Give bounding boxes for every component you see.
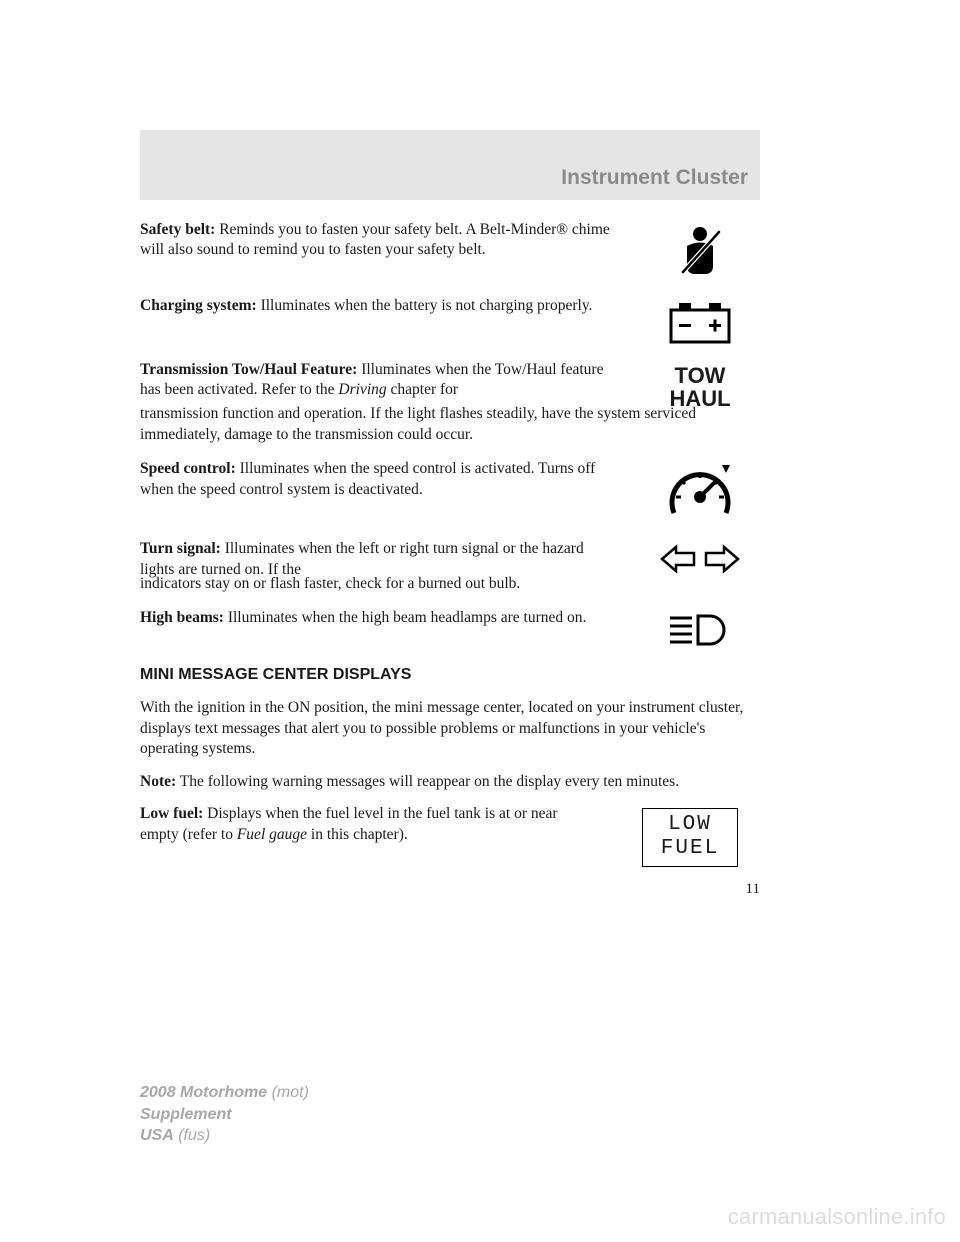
item-label: Speed control: bbox=[140, 460, 236, 477]
lowfuel-italic: Fuel gauge bbox=[237, 826, 307, 843]
footer-model: 2008 Motorhome bbox=[140, 1084, 267, 1101]
lowfuel-post: in this chapter). bbox=[307, 826, 408, 843]
item-speed-control: Speed control: Illuminates when the spee… bbox=[140, 459, 760, 525]
tow-haul-icon: TOW HAUL bbox=[640, 360, 760, 410]
footer-region-code: (fus) bbox=[174, 1127, 210, 1144]
tow-text: TOW bbox=[669, 364, 730, 387]
page-number: 11 bbox=[140, 881, 760, 898]
item-text: Speed control: Illuminates when the spee… bbox=[140, 459, 640, 500]
page-content: Instrument Cluster Safety belt: Reminds … bbox=[140, 130, 760, 898]
item-text: Low fuel: Displays when the fuel level i… bbox=[140, 804, 620, 845]
item-label: Turn signal: bbox=[140, 540, 221, 557]
item-label: Transmission Tow/Haul Feature: bbox=[140, 361, 357, 378]
item-body: Illuminates when the high beam headlamps… bbox=[228, 609, 587, 626]
speed-control-icon bbox=[640, 459, 760, 525]
section2-para1: With the ignition in the ON position, th… bbox=[140, 698, 760, 759]
note-text: The following warning messages will reap… bbox=[180, 773, 679, 790]
item-text: Safety belt: Reminds you to fasten your … bbox=[140, 220, 640, 261]
footer: 2008 Motorhome (mot) Supplement USA (fus… bbox=[140, 1082, 309, 1147]
footer-supplement: Supplement bbox=[140, 1106, 232, 1123]
item-after-text: indicators stay on or flash faster, chec… bbox=[140, 574, 760, 594]
section-heading: MINI MESSAGE CENTER DISPLAYS bbox=[140, 666, 760, 684]
item-label: Low fuel: bbox=[140, 805, 203, 822]
item-charging-system: Charging system: Illuminates when the ba… bbox=[140, 296, 760, 346]
high-beam-icon bbox=[640, 608, 760, 648]
item-after-text: transmission function and operation. If … bbox=[140, 404, 760, 445]
low-fuel-display-icon: LOW FUEL bbox=[620, 804, 760, 866]
lcd-line1: LOW bbox=[661, 813, 719, 837]
item-label: High beams: bbox=[140, 609, 224, 626]
item-text: Charging system: Illuminates when the ba… bbox=[140, 296, 640, 316]
item-label: Safety belt: bbox=[140, 221, 215, 238]
section2-note: Note: The following warning messages wil… bbox=[140, 772, 760, 792]
item-high-beams: High beams: Illuminates when the high be… bbox=[140, 608, 760, 648]
item-label: Charging system: bbox=[140, 297, 257, 314]
header-bar: Instrument Cluster bbox=[140, 130, 760, 200]
section-title: Instrument Cluster bbox=[561, 166, 748, 190]
footer-region: USA bbox=[140, 1127, 174, 1144]
watermark: carmanualsonline.info bbox=[728, 1204, 946, 1230]
item-text: Transmission Tow/Haul Feature: Illuminat… bbox=[140, 360, 640, 401]
item-body2: chapter for bbox=[387, 381, 458, 398]
item-body: Illuminates when the battery is not char… bbox=[261, 297, 593, 314]
footer-model-code: (mot) bbox=[267, 1084, 309, 1101]
item-tow-haul: Transmission Tow/Haul Feature: Illuminat… bbox=[140, 360, 760, 410]
item-low-fuel: Low fuel: Displays when the fuel level i… bbox=[140, 804, 760, 866]
note-label: Note: bbox=[140, 773, 176, 790]
item-italic: Driving bbox=[338, 381, 386, 398]
item-safety-belt: Safety belt: Reminds you to fasten your … bbox=[140, 220, 760, 282]
item-text: High beams: Illuminates when the high be… bbox=[140, 608, 640, 628]
battery-icon bbox=[640, 296, 760, 346]
seatbelt-icon bbox=[640, 220, 760, 282]
lcd-line2: FUEL bbox=[661, 837, 719, 861]
turn-signal-icon bbox=[640, 539, 760, 575]
